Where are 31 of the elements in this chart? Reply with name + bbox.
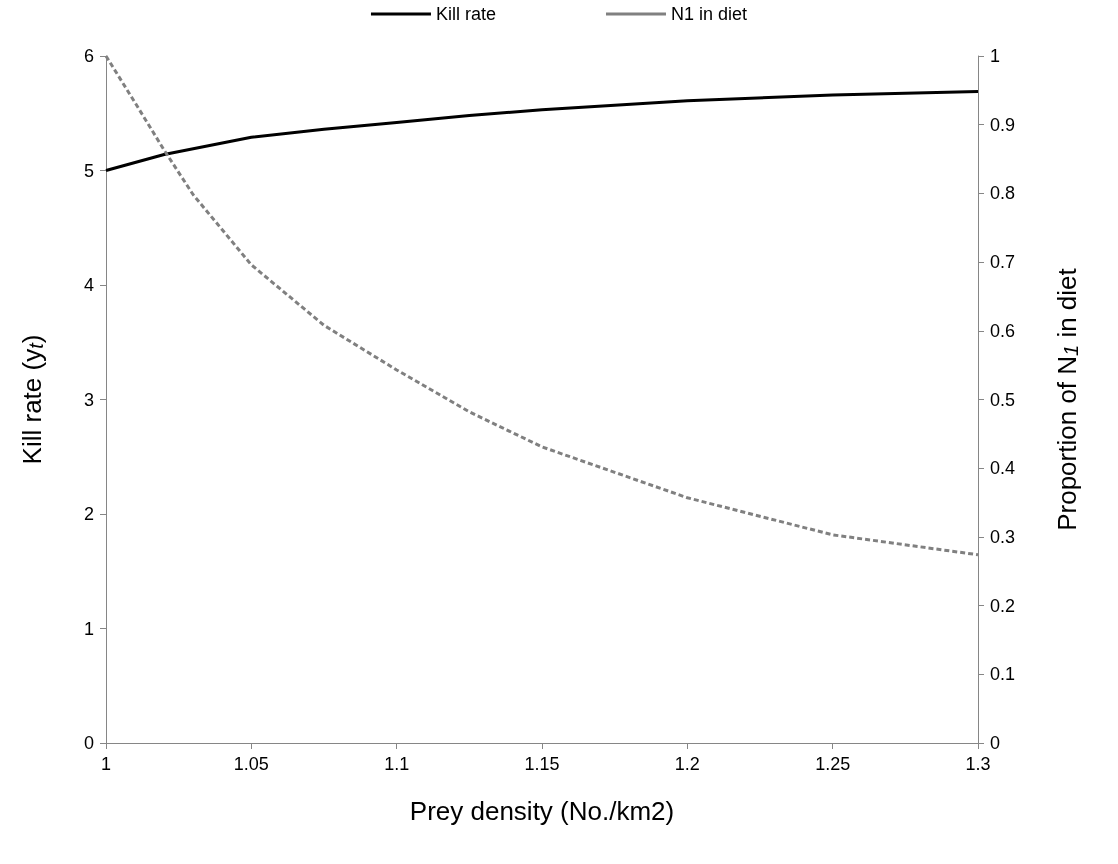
- y2-tick-label: 0.8: [990, 183, 1016, 204]
- y2-tick-label: 0.2: [990, 595, 1016, 616]
- y-tick-label: 3: [83, 389, 94, 410]
- x-tick-label: 1.05: [233, 754, 269, 774]
- x-tick-label: 1.15: [524, 754, 560, 774]
- y2-tick-label: 0.5: [990, 389, 1016, 410]
- y-axis-title: Kill rate (yt): [17, 334, 47, 465]
- y2-tick-label: 0.7: [990, 252, 1016, 273]
- y-tick-label: 2: [83, 504, 94, 524]
- y2-tick-label: 1: [990, 46, 1001, 66]
- x-tick-label: 1.1: [384, 754, 410, 774]
- y-tick-label: 4: [83, 275, 94, 295]
- y2-axis-title: Proportion of N1 in diet: [1052, 267, 1082, 531]
- x-tick-label: 1: [100, 754, 112, 774]
- x-axis-title: Prey density (No./km2): [409, 796, 675, 826]
- y2-tick-label: 0: [990, 733, 1001, 753]
- y-tick-label: 0: [83, 733, 94, 753]
- line-series: [104, 90, 980, 172]
- x-tick-label: 1.25: [815, 754, 851, 774]
- y2-tick-label: 0.1: [990, 664, 1016, 685]
- y2-tick-label: 0.4: [990, 458, 1016, 479]
- legend-label: Kill rate: [435, 4, 496, 24]
- y2-tick-label: 0.9: [990, 114, 1016, 135]
- x-tick-label: 1.2: [674, 754, 700, 774]
- y-tick-label: 1: [83, 618, 94, 639]
- y2-tick-label: 0.3: [990, 526, 1016, 547]
- y2-tick-label: 0.6: [990, 320, 1016, 341]
- x-tick-label: 1.3: [965, 754, 991, 774]
- y-tick-label: 6: [83, 46, 94, 66]
- y-tick-label: 5: [83, 160, 94, 181]
- legend-label: N1 in diet: [670, 4, 748, 24]
